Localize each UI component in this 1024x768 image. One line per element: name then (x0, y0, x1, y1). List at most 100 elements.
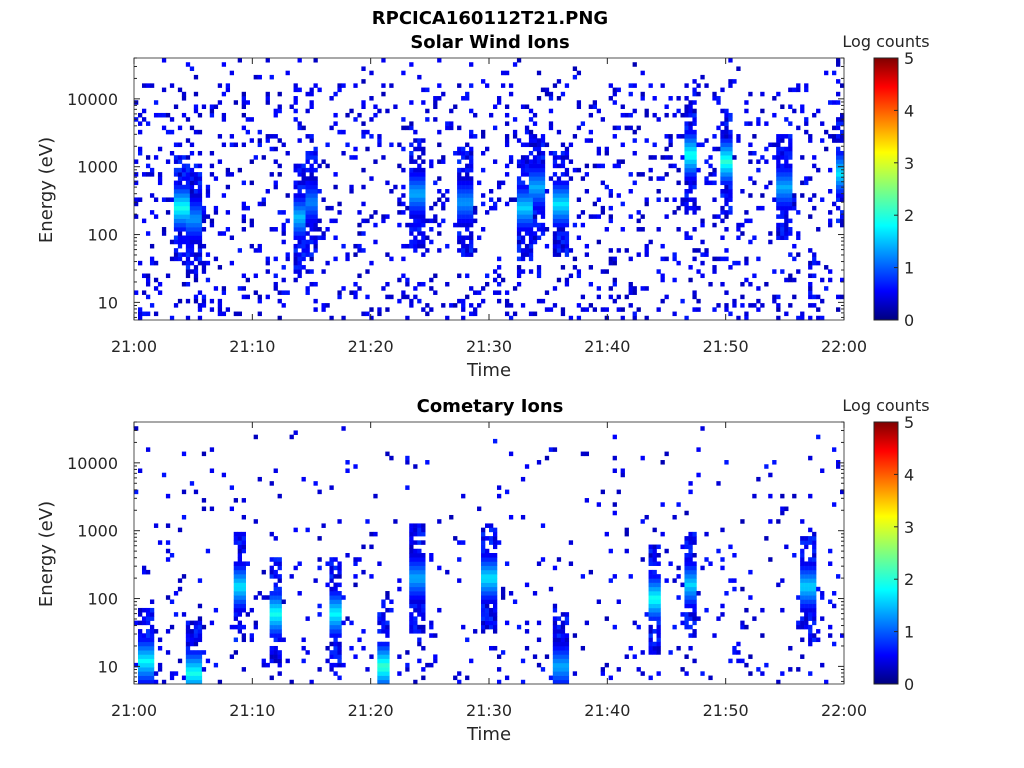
spectrogram-cell (233, 650, 239, 655)
spectrogram-cell (201, 218, 207, 224)
y-tick-label: 100 (87, 226, 118, 245)
spectrogram-cell (269, 481, 274, 486)
spectrogram-cell (728, 197, 733, 202)
spectrogram-cell (169, 675, 175, 681)
spectrogram-cell (433, 214, 438, 219)
spectrogram-cell (381, 214, 386, 219)
spectrogram-cell (457, 159, 462, 164)
spectrogram-cell (193, 231, 199, 236)
spectrogram-cell (333, 599, 338, 605)
spectrogram-cell (520, 205, 526, 211)
spectrogram-cell (520, 303, 526, 308)
spectrogram-cell (409, 574, 414, 579)
spectrogram-cell (520, 167, 526, 173)
spectrogram-cell (492, 574, 498, 579)
spectrogram-cell (556, 218, 562, 224)
spectrogram-cell (492, 159, 498, 164)
spectrogram-cell (564, 172, 570, 177)
spectrogram-cell (540, 210, 546, 215)
spectrogram-cell (652, 641, 657, 647)
spectrogram-cell (325, 142, 330, 148)
spectrogram-cell (313, 205, 318, 211)
spectrogram-cell (141, 667, 147, 672)
spectrogram-cell (365, 519, 370, 524)
spectrogram-cell (812, 536, 817, 541)
spectrogram-cell (688, 540, 693, 545)
spectrogram-cell (728, 134, 733, 139)
spectrogram-cell (828, 222, 833, 228)
spectrogram-cell (377, 142, 382, 148)
spectrogram-cell (337, 294, 342, 300)
spectrogram-cell (716, 256, 721, 262)
spectrogram-cell (301, 239, 306, 245)
spectrogram-cell (297, 227, 302, 232)
spectrogram-cell (333, 603, 338, 609)
spectrogram-cell (385, 662, 390, 668)
spectrogram-cell (648, 607, 653, 613)
spectrogram-cell (836, 79, 841, 84)
spectrogram-cell (552, 180, 558, 186)
spectrogram-cell (413, 243, 418, 249)
spectrogram-cell (413, 574, 418, 579)
spectrogram-cell (269, 591, 274, 596)
spectrogram-cell (560, 197, 566, 202)
spectrogram-cell (373, 222, 378, 228)
spectrogram-cell (688, 129, 693, 135)
spectrogram-cell (812, 574, 817, 579)
spectrogram-cell (189, 66, 195, 71)
spectrogram-cell (564, 83, 570, 88)
spectrogram-cell (740, 294, 745, 300)
spectrogram-cell (716, 100, 721, 105)
spectrogram-cell (253, 155, 258, 160)
spectrogram-cell (776, 159, 781, 164)
spectrogram-cell (632, 290, 637, 295)
spectrogram-cell (173, 197, 179, 202)
spectrogram-cell (548, 125, 554, 131)
spectrogram-cell (389, 455, 394, 461)
spectrogram-cell (616, 294, 621, 300)
spectrogram-cell (465, 189, 470, 194)
spectrogram-cell (668, 134, 673, 139)
spectrogram-cell (564, 222, 570, 228)
spectrogram-cell (664, 214, 669, 219)
spectrogram-cell (632, 129, 637, 135)
spectrogram-cell (544, 307, 550, 312)
spectrogram-cell (776, 205, 781, 211)
spectrogram-cell (784, 544, 789, 550)
spectrogram-cell (492, 201, 498, 207)
spectrogram-cell (520, 214, 526, 219)
spectrogram-cell (692, 591, 697, 596)
spectrogram-cell (532, 222, 538, 228)
spectrogram-cell (265, 294, 270, 300)
spectrogram-cell (301, 214, 306, 219)
spectrogram-cell (469, 311, 474, 317)
spectrogram-cell (684, 231, 689, 236)
spectrogram-cell (788, 277, 793, 283)
spectrogram-cell (197, 243, 203, 249)
spectrogram-cell (556, 624, 562, 630)
spectrogram-cell (712, 172, 717, 177)
spectrogram-cell (489, 591, 494, 596)
spectrogram-cell (337, 591, 342, 596)
spectrogram-cell (273, 134, 278, 139)
spectrogram-cell (457, 557, 462, 562)
spectrogram-cell (736, 138, 741, 143)
spectrogram-cell (840, 210, 845, 215)
spectrogram-cell (560, 159, 566, 164)
spectrogram-cell (712, 633, 717, 638)
spectrogram-cell (417, 281, 422, 287)
spectrogram-cell (253, 595, 258, 600)
spectrogram-cell (489, 582, 494, 588)
spectrogram-cell (273, 574, 278, 579)
spectrogram-cell (764, 464, 769, 469)
spectrogram-cell (812, 163, 817, 169)
spectrogram-cell (409, 62, 414, 67)
spectrogram-cell (660, 256, 665, 262)
spectrogram-cell (540, 214, 546, 219)
spectrogram-cell (201, 667, 207, 672)
spectrogram-cell (664, 256, 669, 262)
spectrogram-cell (688, 235, 693, 241)
spectrogram-cell (504, 138, 510, 143)
spectrogram-cell (173, 235, 179, 241)
spectrogram-cell (245, 117, 250, 122)
